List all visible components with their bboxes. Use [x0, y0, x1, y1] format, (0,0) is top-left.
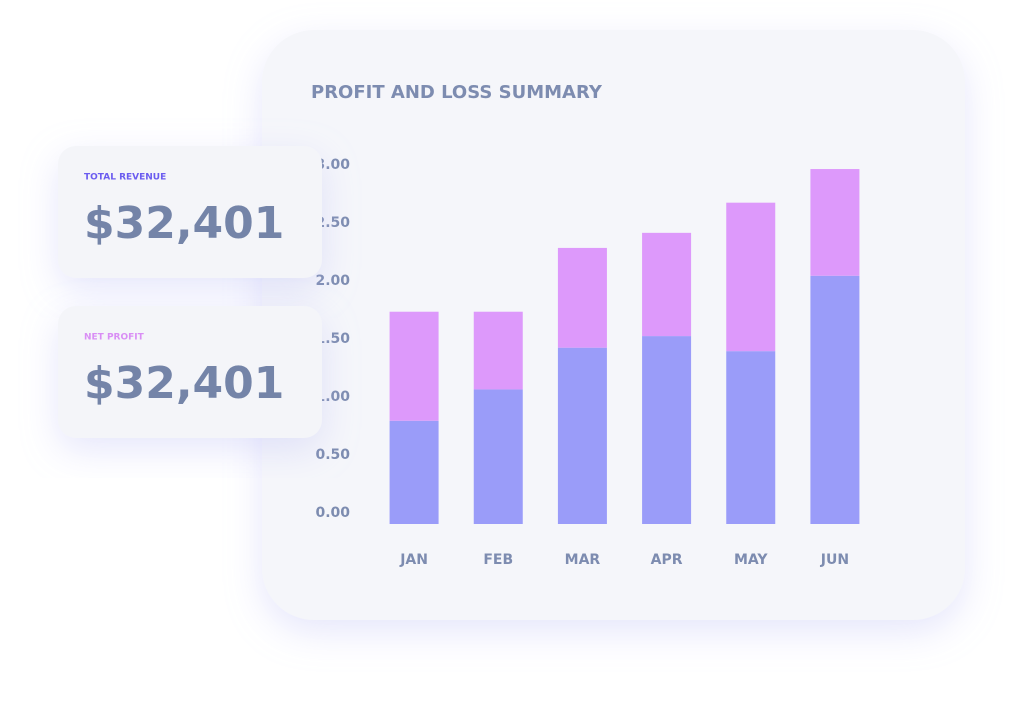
bar-segment — [389, 420, 439, 524]
bar-segment — [726, 351, 776, 524]
plot: 0.00 0.50 1.00 1.50 2.00 2.50 3.00 JAN FEB MAR APR… — [315, 157, 860, 568]
bar-segment — [473, 389, 523, 524]
bar-segment — [389, 311, 439, 421]
y-tick-label: 0.50 — [315, 447, 350, 463]
bar-segment — [557, 247, 607, 348]
bar-segment — [642, 336, 692, 524]
y-tick-label: 1.00 — [315, 389, 350, 405]
card-value: $32,401 — [84, 358, 284, 409]
revenue-card: TOTAL REVENUE $32,401 — [58, 146, 322, 278]
card-label: TOTAL REVENUE — [84, 173, 166, 183]
x-tick-label: JUN — [820, 552, 849, 568]
y-tick-label: 2.50 — [315, 215, 350, 231]
x-tick-label: JAN — [399, 552, 428, 568]
y-tick-label: 2.00 — [315, 273, 350, 289]
bar-segment — [810, 275, 860, 524]
x-tick-label: MAY — [734, 552, 768, 568]
bar-segment — [810, 169, 860, 276]
y-tick-label: 1.50 — [315, 331, 350, 347]
card-background — [58, 146, 322, 278]
bar-segment — [642, 232, 692, 337]
x-tick-label: MAR — [565, 552, 601, 568]
card-background — [58, 306, 322, 438]
bar-segment — [726, 202, 776, 352]
x-tick-label: APR — [651, 552, 683, 568]
y-tick-label: 3.00 — [315, 157, 350, 173]
card-value: $32,401 — [84, 198, 284, 249]
bar-segment — [557, 347, 607, 524]
y-tick-label: 0.00 — [315, 505, 350, 521]
x-tick-label: FEB — [483, 552, 513, 568]
card-label: NET PROFIT — [84, 333, 145, 343]
chart-title: PROFIT AND LOSS SUMMARY — [311, 82, 603, 103]
chart-card — [262, 30, 965, 620]
profit-card: NET PROFIT $32,401 — [58, 306, 322, 438]
bar-segment — [473, 311, 523, 390]
